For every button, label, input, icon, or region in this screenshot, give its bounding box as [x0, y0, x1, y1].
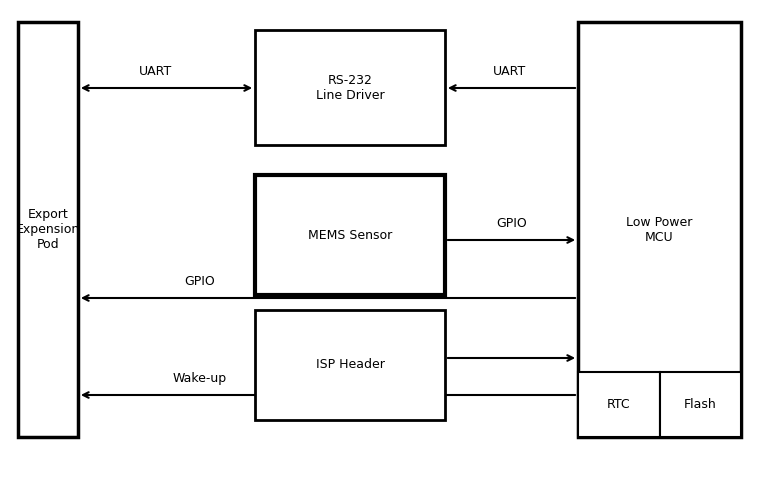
Bar: [578, 22, 741, 437]
Text: GPIO: GPIO: [497, 217, 527, 230]
Text: UART: UART: [493, 65, 527, 78]
Text: MEMS Sensor: MEMS Sensor: [308, 228, 392, 241]
Bar: [18, 22, 78, 437]
Bar: [255, 175, 445, 295]
Text: GPIO: GPIO: [185, 275, 215, 288]
Text: Export
Expension
Pod: Export Expension Pod: [16, 208, 80, 251]
Text: RS-232
Line Driver: RS-232 Line Driver: [316, 74, 384, 101]
Text: ISP Header: ISP Header: [316, 358, 384, 371]
Text: Wake-up: Wake-up: [173, 372, 227, 385]
Bar: [660, 372, 741, 437]
Bar: [578, 372, 660, 437]
Text: UART: UART: [139, 65, 172, 78]
Bar: [255, 310, 445, 420]
Text: Flash: Flash: [684, 398, 717, 411]
Bar: [255, 30, 445, 145]
Text: RTC: RTC: [607, 398, 631, 411]
Text: Low Power
MCU: Low Power MCU: [626, 216, 693, 243]
